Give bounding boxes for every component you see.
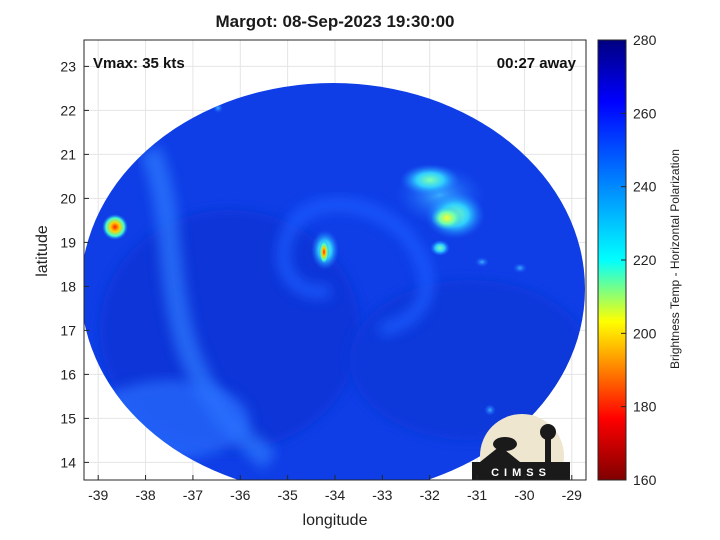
brightness-temp-swath [84, 83, 585, 480]
x-axis: -39 -38 -37 -36 -35 -34 -33 -32 -31 -30 -29 [88, 475, 582, 503]
cimss-logo-text: CIMSS [491, 467, 551, 479]
x-tick-label: -39 [88, 487, 108, 503]
x-tick-label: -31 [467, 487, 487, 503]
colorbar-tick-label: 260 [633, 105, 657, 121]
colorbar-tick-label: 280 [633, 32, 657, 48]
x-tick-label: -37 [183, 487, 203, 503]
y-tick-label: 23 [60, 58, 76, 74]
y-tick-label: 14 [60, 454, 76, 470]
colorbar-label: Brightness Temp - Horizontal Polarizatio… [668, 149, 682, 369]
x-tick-label: -30 [514, 487, 534, 503]
y-tick-label: 19 [60, 234, 76, 250]
y-axis: 14 15 16 17 18 19 20 21 22 23 [60, 58, 89, 470]
y-tick-label: 20 [60, 190, 76, 206]
x-tick-label: -32 [420, 487, 440, 503]
colorbar-tick-label: 160 [633, 472, 657, 488]
colorbar-ticks: 160 180 200 220 240 260 280 [621, 32, 657, 488]
cimss-logo: CIMSS [472, 414, 570, 480]
time-away-label: 00:27 away [497, 55, 577, 72]
y-tick-label: 21 [60, 146, 76, 162]
y-axis-label: latitude [34, 225, 51, 277]
colorbar-tick-label: 240 [633, 179, 657, 195]
colorbar-tick-label: 180 [633, 399, 657, 415]
chart-title: Margot: 08-Sep-2023 19:30:00 [215, 12, 455, 31]
x-tick-label: -33 [372, 487, 392, 503]
y-tick-label: 16 [60, 366, 76, 382]
colorbar-tick-label: 220 [633, 252, 657, 268]
vmax-label: Vmax: 35 kts [93, 55, 185, 72]
x-tick-label: -34 [325, 487, 345, 503]
y-tick-label: 17 [60, 322, 76, 338]
y-tick-label: 22 [60, 102, 76, 118]
x-tick-label: -29 [562, 487, 582, 503]
y-tick-label: 18 [60, 278, 76, 294]
x-tick-label: -35 [278, 487, 298, 503]
y-tick-label: 15 [60, 410, 76, 426]
x-tick-label: -38 [135, 487, 155, 503]
x-tick-label: -36 [230, 487, 250, 503]
x-axis-label: longitude [302, 512, 368, 529]
colorbar-tick-label: 200 [633, 325, 657, 341]
